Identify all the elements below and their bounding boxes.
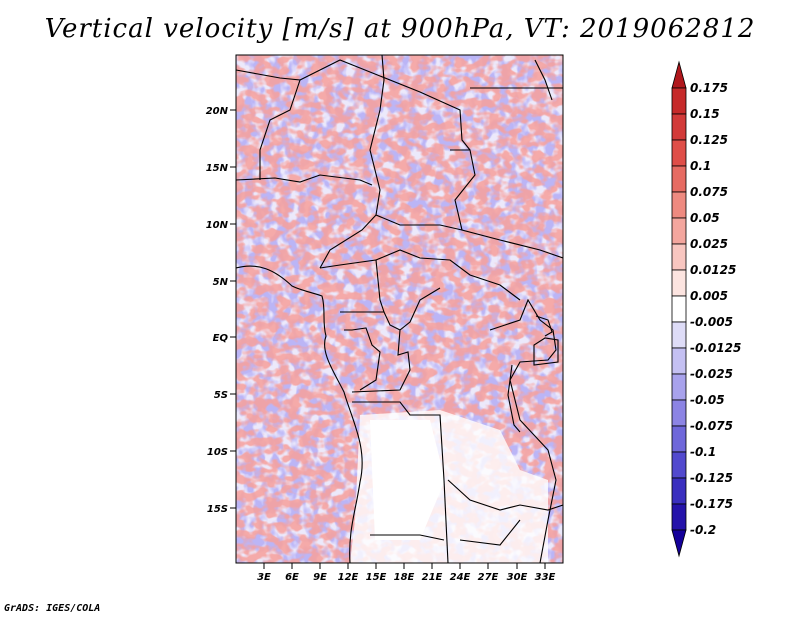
colorbar-swatch xyxy=(671,165,687,193)
colorbar-label: 0.0125 xyxy=(690,263,736,277)
colorbar-label: -0.005 xyxy=(690,315,733,329)
colorbar-label: 0.175 xyxy=(690,81,728,95)
colorbar-label: -0.0125 xyxy=(690,341,741,355)
colorbar-swatch xyxy=(671,295,687,323)
lon-label: 9E xyxy=(313,572,327,583)
latitude-axis: 20N 15N 10N 5N EQ 5S 10S 15S xyxy=(206,106,236,515)
lon-tick: 6E xyxy=(285,563,299,583)
colorbar-label: -0.125 xyxy=(690,471,733,485)
lon-label: 3E xyxy=(257,572,271,583)
colorbar-swatch xyxy=(671,477,687,505)
colorbar-label: 0.1 xyxy=(690,159,711,173)
lat-tick: 5N xyxy=(213,277,236,288)
colorbar-swatch xyxy=(671,425,687,453)
colorbar-label: 0.025 xyxy=(690,237,728,251)
lon-tick: 12E xyxy=(338,563,359,583)
lon-label: 21E xyxy=(422,572,443,583)
lat-label: 15N xyxy=(206,163,229,174)
colorbar-swatch xyxy=(671,451,687,479)
colorbar-swatch xyxy=(671,321,687,349)
colorbar-label: -0.175 xyxy=(690,497,733,511)
lon-tick: 24E xyxy=(450,563,471,583)
lon-label: 27E xyxy=(478,572,499,583)
lon-label: 6E xyxy=(285,572,299,583)
lat-label: 5N xyxy=(213,277,229,288)
lat-tick: 5S xyxy=(214,390,236,401)
lon-label: 33E xyxy=(535,572,556,583)
lat-label: 10S xyxy=(207,447,228,458)
lon-tick: 3E xyxy=(257,563,271,583)
lat-tick: 10S xyxy=(207,447,236,458)
colorbar-swatch xyxy=(671,347,687,375)
lon-tick: 21E xyxy=(422,563,443,583)
country-borders xyxy=(236,55,563,563)
colorbar-swatch xyxy=(671,191,687,219)
lon-label: 24E xyxy=(450,572,471,583)
lon-tick: 15E xyxy=(366,563,387,583)
colorbar-label: -0.075 xyxy=(690,419,733,433)
colorbar-label: 0.15 xyxy=(690,107,720,121)
colorbar-swatch xyxy=(671,503,687,531)
colorbar-label: -0.025 xyxy=(690,367,733,381)
colorbar-swatch xyxy=(671,529,687,558)
colorbar-swatch xyxy=(671,243,687,271)
lat-tick: EQ xyxy=(213,333,236,344)
lon-tick: 30E xyxy=(507,563,528,583)
colorbar-swatch xyxy=(671,399,687,427)
lon-label: 15E xyxy=(366,572,387,583)
lon-label: 18E xyxy=(394,572,415,583)
lon-tick: 27E xyxy=(478,563,499,583)
colorbar-label: 0.075 xyxy=(690,185,728,199)
colorbar-label: -0.1 xyxy=(690,445,716,459)
lon-tick: 9E xyxy=(313,563,327,583)
colorbar-label: 0.05 xyxy=(690,211,720,225)
lat-label: 5S xyxy=(214,390,228,401)
lat-tick: 10N xyxy=(206,220,236,231)
colorbar-swatch xyxy=(671,139,687,167)
colorbar-swatch xyxy=(671,373,687,401)
lat-label: 10N xyxy=(206,220,229,231)
colorbar-label: -0.2 xyxy=(690,523,716,537)
footer-credit: GrADS: IGES/COLA xyxy=(4,603,101,614)
lon-label: 30E xyxy=(507,572,528,583)
lat-label: 15S xyxy=(207,504,228,515)
lat-tick: 15S xyxy=(207,504,236,515)
lon-label: 12E xyxy=(338,572,359,583)
map-title: Vertical velocity [m/s] at 900hPa, VT: 2… xyxy=(44,14,756,44)
lat-tick: 20N xyxy=(206,106,236,117)
lat-label: EQ xyxy=(213,333,229,344)
lat-label: 20N xyxy=(206,106,229,117)
colorbar-label: -0.05 xyxy=(690,393,725,407)
colorbar-label: 0.125 xyxy=(690,133,728,147)
longitude-axis: 3E 6E 9E 12E 15E 18E 21E 24E 27E 30E 33E xyxy=(257,563,556,583)
colorbar-swatch xyxy=(671,113,687,141)
colorbar-swatch xyxy=(671,269,687,297)
map-frame xyxy=(235,54,564,564)
colorbar: 0.175 0.15 0.125 0.1 0.075 0.05 0.025 0.0125 0.0… xyxy=(671,60,741,558)
colorbar-swatch xyxy=(671,217,687,245)
lon-tick: 33E xyxy=(535,563,556,583)
velocity-field xyxy=(236,55,563,563)
lon-tick: 18E xyxy=(394,563,415,583)
colorbar-label: 0.005 xyxy=(690,289,728,303)
colorbar-swatch xyxy=(671,87,687,115)
colorbar-swatch xyxy=(671,60,687,89)
lat-tick: 15N xyxy=(206,163,236,174)
